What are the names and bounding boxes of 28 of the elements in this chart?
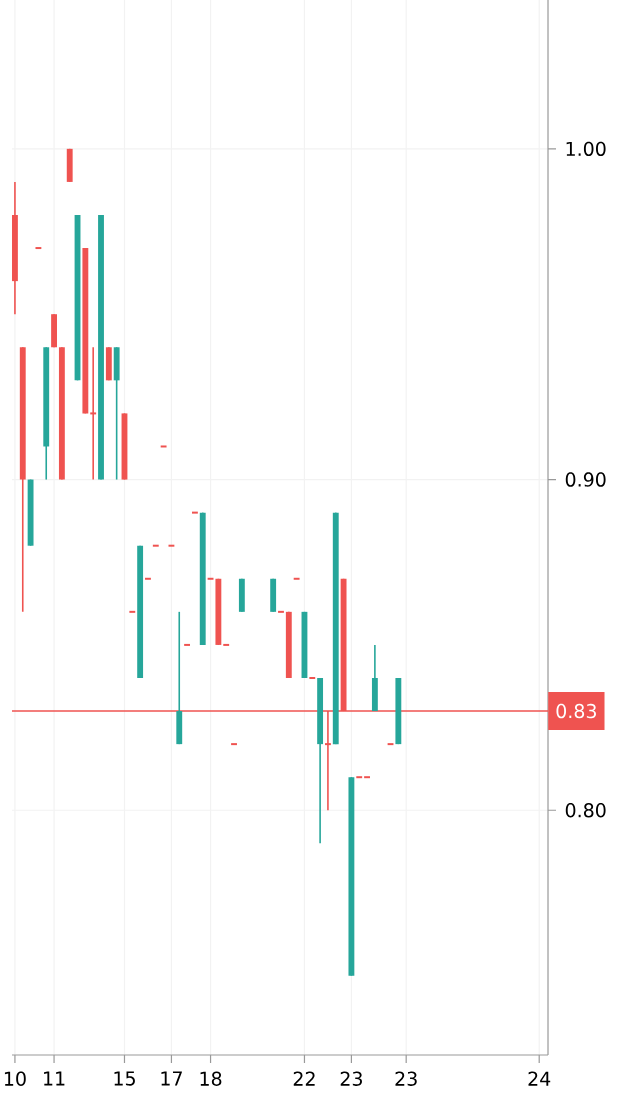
x-tick-label: 24 [528, 1071, 551, 1086]
x-tick-label: 18 [200, 1071, 222, 1086]
y-tick-label: 1.00 [566, 141, 606, 157]
candlestick [89, 346, 98, 481]
candlestick [230, 743, 238, 746]
x-tick-label: 11 [44, 1071, 65, 1086]
x-tick-label: 17 [161, 1071, 182, 1086]
candlestick [128, 610, 137, 613]
candlestick [277, 610, 285, 613]
candlestick [292, 577, 301, 580]
ref-line-label: 0.83 [556, 703, 596, 719]
candlestick [355, 776, 364, 779]
candlestick [159, 445, 168, 448]
x-tick-label: 23 [340, 1071, 362, 1086]
candlestick [183, 643, 192, 646]
y-tick-label: 0.90 [565, 472, 606, 487]
y-tick-label: 0.80 [565, 803, 606, 818]
x-tick-label: 23 [395, 1071, 417, 1086]
candlestick [308, 676, 317, 679]
candlestick [222, 643, 231, 646]
candlestick [190, 511, 199, 514]
candlestick [151, 544, 160, 547]
x-tick-label: 10 [4, 1071, 26, 1086]
candlestick [34, 247, 43, 250]
candlestick [144, 577, 152, 580]
candlestick [363, 776, 371, 779]
x-tick-label: 22 [293, 1071, 315, 1086]
x-tick-label: 15 [114, 1071, 135, 1086]
